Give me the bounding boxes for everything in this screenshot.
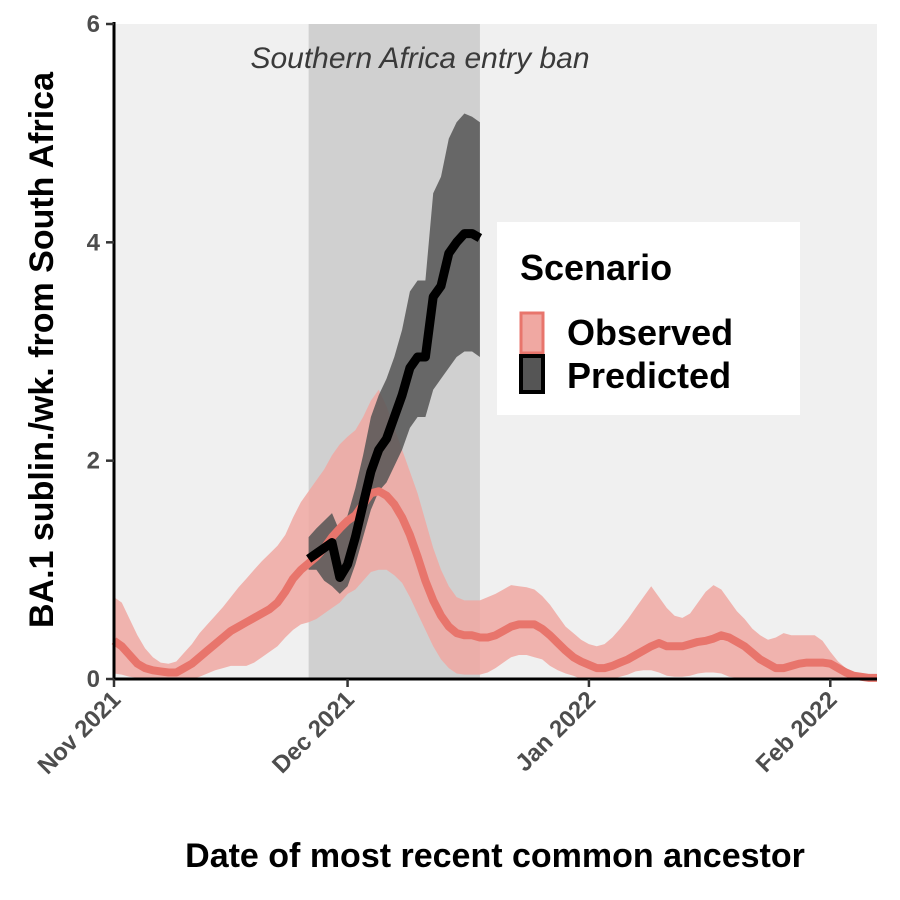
legend-key-predicted bbox=[519, 354, 545, 394]
x-tick-label: Nov 2021 bbox=[33, 686, 127, 780]
axes bbox=[112, 22, 877, 681]
series-lines bbox=[111, 229, 877, 682]
legend-box bbox=[497, 222, 800, 415]
y-tick-label: 2 bbox=[87, 448, 100, 475]
y-tick-label: 0 bbox=[87, 666, 100, 693]
x-tick-label: Dec 2021 bbox=[267, 686, 360, 779]
x-tick-label: Feb 2022 bbox=[751, 686, 843, 778]
x-tick-label: Jan 2022 bbox=[510, 686, 601, 777]
legend-label-observed: Observed bbox=[567, 312, 733, 353]
x-axis-ticks: Nov 2021 Dec 2021 Jan 2022 Feb 2022 bbox=[33, 679, 843, 780]
y-tick-label: 6 bbox=[87, 11, 100, 38]
ban-annotation: Southern Africa entry ban bbox=[250, 42, 589, 75]
legend-title: Scenario bbox=[520, 247, 672, 288]
observed-line bbox=[111, 487, 877, 682]
legend: Scenario Observed Predicted bbox=[497, 222, 800, 415]
y-axis-title: BA.1 sublin./wk. from South Africa bbox=[23, 71, 61, 628]
predicted-line bbox=[306, 229, 483, 582]
confidence-ribbons bbox=[114, 113, 877, 679]
predicted-ribbon bbox=[308, 113, 480, 594]
y-axis-ticks: 0 2 4 6 bbox=[87, 11, 114, 693]
legend-label-predicted: Predicted bbox=[567, 355, 731, 396]
y-tick-label: 4 bbox=[87, 229, 101, 256]
observed-ribbon bbox=[114, 389, 877, 679]
x-axis-title: Date of most recent common ancestor bbox=[185, 837, 805, 875]
legend-key-observed bbox=[519, 311, 545, 355]
